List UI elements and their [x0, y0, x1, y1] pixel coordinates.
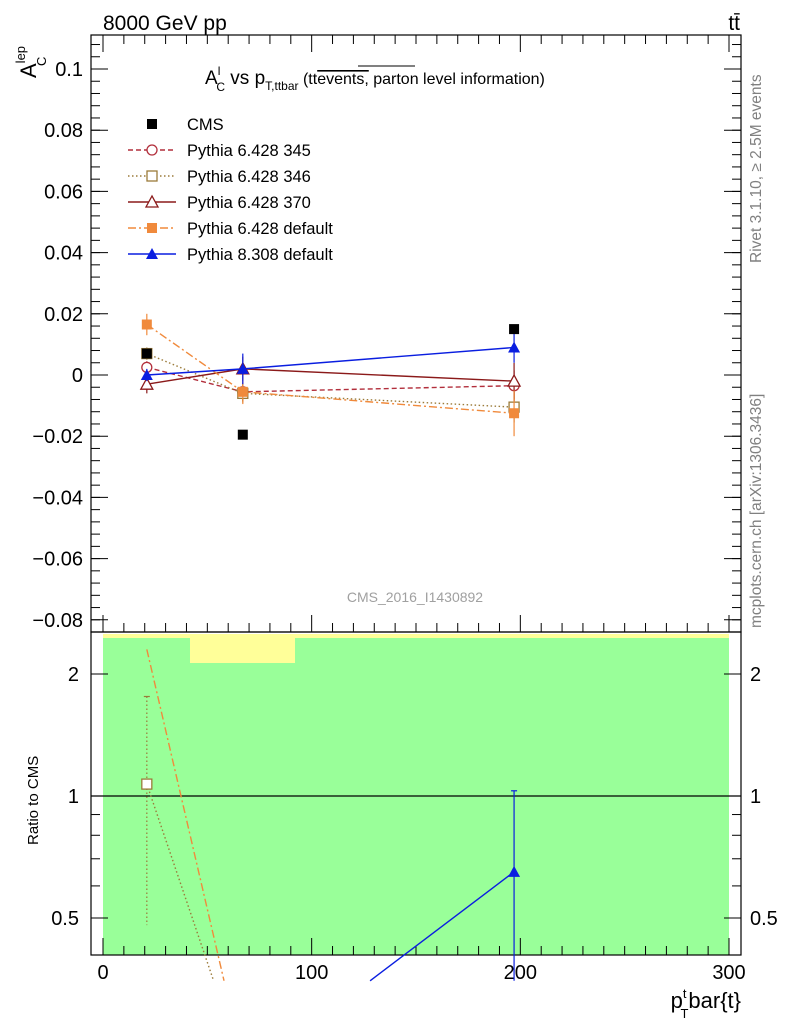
ratio-band-yellow-patch	[190, 638, 295, 663]
x-tick-label: 200	[504, 962, 537, 984]
x-tick-label: 0	[97, 962, 108, 984]
legend-marker	[146, 248, 158, 259]
data-point	[141, 319, 152, 330]
x-axis-label: pt Tbar{t}	[671, 986, 741, 1021]
legend-item: Pythia 6.428 370	[128, 194, 311, 212]
legend-marker	[146, 170, 158, 182]
main-y-tick-label: 0	[72, 365, 83, 387]
ratio-series	[141, 649, 521, 982]
ratio-series-0	[141, 695, 215, 982]
ratio-series-line	[369, 871, 515, 982]
ratio-series-line	[146, 783, 215, 982]
ratio-data-point	[141, 778, 153, 790]
data-point	[509, 324, 520, 335]
ratio-y-tick-label: 2	[68, 664, 79, 686]
legend-label: Pythia 6.428 default	[187, 220, 333, 238]
data-point	[140, 369, 153, 380]
process-label: tt̄	[728, 12, 740, 35]
data-point	[508, 341, 521, 353]
mcplots-label: mcplots.cern.ch [arXiv:1306.3436]	[748, 394, 765, 628]
analysis-watermark: CMS_2016_I1430892	[347, 589, 483, 605]
data-point	[509, 408, 520, 419]
ratio-y-ticks: 2 2 1 1 0.5 0.5	[51, 664, 778, 930]
legend-marker	[147, 223, 157, 233]
series-3	[139, 356, 522, 400]
ratio-y-tick-label: 0.5	[51, 908, 79, 930]
series-1	[141, 361, 520, 402]
main-y-tick-label: −0.02	[32, 426, 83, 448]
legend-marker	[147, 119, 157, 129]
legend-item: Pythia 6.428 346	[128, 168, 311, 186]
energy-label: 8000 GeV pp	[103, 12, 227, 35]
plot-title: Al C vs pT,ttbar (ttevents, parton level …	[205, 64, 545, 94]
series-0	[141, 324, 520, 440]
ratio-x-ticks: 0 100 200 300	[97, 938, 746, 984]
legend-item: CMS	[147, 116, 224, 134]
legend-marker	[146, 144, 158, 156]
series-line	[146, 352, 515, 408]
legend-item: Pythia 6.428 345	[128, 142, 311, 160]
data-point	[141, 348, 152, 359]
legend-label: Pythia 6.428 345	[187, 142, 311, 160]
ratio-series-2	[369, 790, 521, 982]
rivet-label: Rivet 3.1.10, ≥ 2.5M events	[748, 74, 765, 263]
x-tick-label: 300	[712, 962, 745, 984]
ratio-y-tick-label: 1	[68, 786, 79, 808]
ratio-y-tick-label-right: 2	[750, 664, 761, 686]
series-line	[146, 323, 515, 414]
main-y-tick-label: 0.02	[44, 304, 83, 326]
main-series	[139, 313, 522, 440]
legend-label: Pythia 6.428 370	[187, 194, 311, 212]
ratio-y-tick-label-right: 0.5	[750, 908, 778, 930]
series-line	[146, 346, 515, 376]
main-y-tick-label: −0.04	[32, 487, 83, 509]
ratio-series-1	[146, 649, 225, 981]
main-y-tick-label: 0.1	[55, 59, 83, 81]
legend-item: Pythia 8.308 default	[128, 246, 333, 264]
ratio-band-yellow	[103, 634, 729, 638]
series-2	[141, 347, 520, 423]
main-y-tick-label: 0.04	[44, 243, 83, 265]
legend-item: Pythia 6.428 default	[128, 220, 333, 238]
main-y-ticks: 0.1 0.08 0.06 0.04 0.02 0 −0.02 −0.04 −0.06 −0.08	[32, 44, 741, 632]
ratio-y-label: Ratio to CMS	[25, 756, 42, 845]
x-tick-label: 100	[295, 962, 328, 984]
data-point	[237, 386, 248, 397]
main-panel: 0.1 0.08 0.06 0.04 0.02 0 −0.02 −0.04 −0.06 −0.08…	[13, 34, 742, 633]
series-5	[140, 332, 521, 385]
main-y-tick-label: −0.06	[32, 549, 83, 571]
legend-label: Pythia 6.428 346	[187, 168, 311, 186]
legend-marker	[144, 194, 160, 208]
data-point	[237, 429, 248, 440]
main-y-label: Alep C	[13, 46, 49, 78]
data-point	[139, 376, 154, 390]
data-point	[236, 362, 249, 374]
legend-label: CMS	[187, 116, 224, 134]
ratio-y-tick-label-right: 1	[750, 786, 761, 808]
ratio-data-point	[508, 865, 521, 877]
main-y-tick-label: −0.08	[32, 610, 83, 632]
legend: CMS Pythia 6.428 345 Pythia 6.428 346 Pythi…	[128, 116, 333, 264]
legend-label: Pythia 8.308 default	[187, 246, 333, 264]
main-y-tick-label: 0.06	[44, 181, 83, 203]
main-x-ticks	[102, 35, 730, 632]
series-4	[141, 313, 520, 437]
ratio-panel: 2 2 1 1 0.5 0.5 0 100 200 300 Ratio to CMS pt Tba…	[25, 631, 778, 1021]
ratio-series-line	[146, 649, 225, 981]
data-point	[506, 373, 522, 387]
main-y-tick-label: 0.08	[44, 120, 83, 142]
